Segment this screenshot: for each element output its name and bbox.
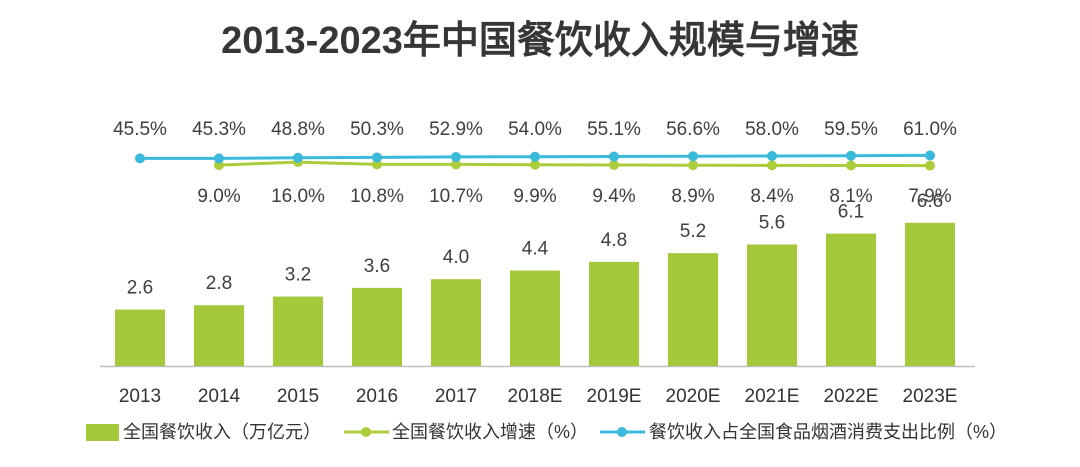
growth-line [218,160,931,168]
bar-value-label: 6.6 [917,191,943,212]
bar-2017 [431,279,481,366]
share-value-label: 48.8% [271,119,325,140]
share-value-label: 52.9% [429,119,483,140]
growth-value-label: 16.0% [271,186,325,207]
legend-bar-swatch [86,424,119,441]
growth-point-2021E [767,160,777,171]
legend-item-growth: 全国餐饮收入增速（%） [344,422,588,442]
growth-point-2020E [688,160,698,171]
bar-value-label: 3.2 [285,265,311,286]
growth-value-label: 10.8% [350,186,404,207]
growth-value-label: 8.4% [750,186,793,207]
bar-value-label: 6.1 [838,202,864,223]
share-value-label: 61.0% [903,119,957,140]
share-point-2016 [372,152,382,163]
share-point-2015 [293,152,303,163]
bar-value-label: 4.8 [601,230,627,251]
growth-value-label: 8.9% [671,186,714,207]
share-point-2014 [214,153,224,164]
growth-value-label: 9.9% [513,186,556,207]
growth-value-label: 7.9% [908,186,951,207]
legend-share-dot-swatch [617,427,627,437]
bar-value-label: 4.4 [522,239,549,260]
bar-value-label: 2.8 [206,273,232,294]
share-value-label: 59.5% [824,119,878,140]
share-value-label: 45.3% [192,119,246,140]
share-value-label: 45.5% [113,119,167,140]
growth-point-2018E [530,159,540,170]
bar-2021E [747,244,797,366]
bar-2015 [273,296,323,366]
share-value-label: 55.1% [587,119,641,140]
bar-value-label: 4.0 [443,247,469,268]
x-tick-label: 2022E [824,386,879,407]
x-tick-label: 2021E [745,386,800,407]
bar-value-label: 5.2 [680,221,706,242]
x-tick-label: 2020E [666,386,721,407]
growth-value-label: 10.7% [429,186,483,207]
legend-label-revenue: 全国餐饮收入（万亿元） [123,422,321,442]
bar-2019E [589,261,639,366]
share-point-2019E [609,151,619,162]
share-value-label: 58.0% [745,119,799,140]
share-point-2013 [135,153,145,164]
bar-value-label: 5.6 [759,212,785,233]
legend-item-revenue: 全国餐饮收入（万亿元） [86,422,321,442]
growth-value-label: 9.0% [197,186,240,207]
bar-2018E [510,270,560,366]
share-point-2020E [688,151,698,162]
growth-point-2019E [609,159,619,170]
chart-marks: 2.6 2.8 3.2 3.6 4.0 4.4 4.8 5.2 5.6 6.1 6.6 2013 201… [113,119,957,407]
x-tick-label: 2018E [508,386,563,407]
growth-value-label: 9.4% [592,186,635,207]
x-tick-label: 2015 [277,386,319,407]
chart-title: 2013-2023年中国餐饮收入规模与增速 [221,20,859,62]
x-tick-label: 2013 [119,386,161,407]
bar-2022E [826,233,876,366]
share-point-2018E [530,151,540,162]
growth-point-2017 [451,159,461,170]
x-tick-label: 2014 [198,386,241,407]
bar-value-label: 2.6 [127,278,153,299]
growth-point-2022E [846,160,856,171]
share-point-2022E [846,150,856,161]
x-tick-label: 2019E [587,386,642,407]
share-point-2017 [451,151,461,162]
bar-2013 [115,309,165,366]
share-point-2023E [925,150,935,161]
share-point-2021E [767,150,777,161]
x-tick-label: 2016 [356,386,398,407]
x-tick-label: 2023E [903,386,958,407]
bar-2020E [668,253,718,366]
share-value-label: 56.6% [666,119,720,140]
legend-growth-dot-swatch [361,427,371,437]
bar-value-label: 3.6 [364,256,390,277]
growth-value-label: 8.1% [829,186,872,207]
growth-point-2023E [925,160,935,171]
bar-2023E [905,222,955,366]
share-value-label: 50.3% [350,119,404,140]
legend-label-growth: 全国餐饮收入增速（%） [392,422,588,442]
legend: 全国餐饮收入（万亿元） 全国餐饮收入增速（%） 餐饮收入占全国食品烟酒消费支出比… [86,422,1007,442]
legend-label-share: 餐饮收入占全国食品烟酒消费支出比例（%） [649,422,1007,442]
x-tick-label: 2017 [435,386,477,407]
growth-point-2016 [372,159,382,170]
bar-2014 [194,305,244,366]
bar-2016 [352,287,402,366]
share-value-label: 54.0% [508,119,562,140]
legend-item-share: 餐饮收入占全国食品烟酒消费支出比例（%） [600,422,1007,442]
